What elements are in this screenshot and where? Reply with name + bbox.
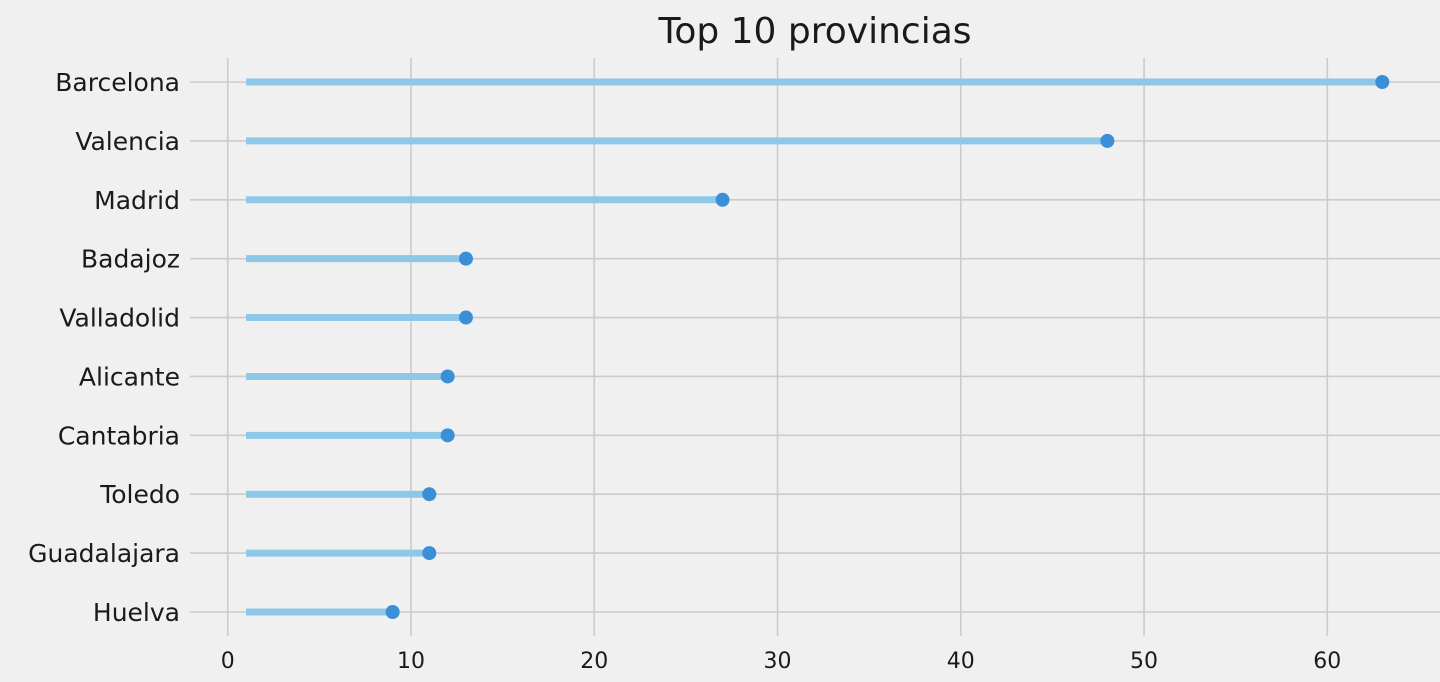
- category-label: Barcelona: [55, 68, 180, 97]
- x-tick-labels: 0 10 20 30 40 50 60: [221, 649, 1342, 674]
- data-point: [715, 192, 730, 207]
- data-point: [385, 605, 400, 619]
- category-label: Alicante: [79, 362, 180, 391]
- category-label: Badajoz: [81, 245, 180, 274]
- chart-title: Top 10 provincias: [657, 11, 971, 52]
- category-label: Toledo: [99, 480, 180, 509]
- grid: [190, 58, 1440, 636]
- data-point: [440, 369, 455, 384]
- data-point: [440, 428, 455, 443]
- category-label: Valencia: [75, 127, 180, 156]
- markers: [385, 75, 1390, 619]
- data-point: [458, 251, 473, 266]
- data-point: [422, 546, 437, 561]
- stems: [246, 78, 1383, 616]
- category-label: Guadalajara: [28, 539, 180, 568]
- x-tick-label: 40: [947, 649, 975, 674]
- data-point: [1100, 133, 1115, 148]
- x-tick-label: 60: [1313, 649, 1341, 674]
- category-label: Cantabria: [58, 421, 180, 450]
- data-point: [1375, 75, 1390, 89]
- x-tick-label: 50: [1130, 649, 1158, 674]
- x-tick-label: 0: [221, 649, 235, 674]
- category-labels: Barcelona Valencia Madrid Badajoz Valladolid…: [28, 68, 180, 627]
- category-label: Valladolid: [59, 304, 180, 333]
- x-tick-label: 20: [580, 649, 608, 674]
- x-tick-label: 30: [764, 649, 792, 674]
- data-point: [458, 310, 473, 325]
- category-label: Madrid: [94, 186, 180, 215]
- category-label: Huelva: [93, 598, 180, 627]
- data-point: [422, 487, 437, 502]
- x-tick-label: 10: [397, 649, 425, 674]
